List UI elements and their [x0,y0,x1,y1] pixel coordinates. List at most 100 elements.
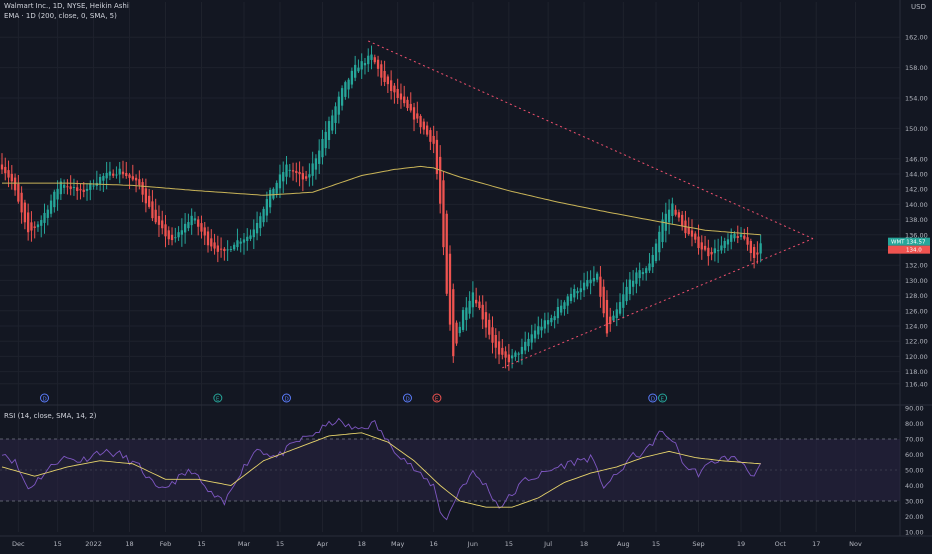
candle-body[interactable] [697,236,700,249]
candle-body[interactable] [265,199,269,216]
candle-body[interactable] [465,307,468,320]
candle-body[interactable] [69,186,72,189]
candle-body[interactable] [664,213,667,231]
candle-body[interactable] [278,174,282,189]
candle-body[interactable] [609,316,612,325]
candle-body[interactable] [602,286,605,314]
candle-body[interactable] [517,353,520,355]
candle-body[interactable] [713,248,717,254]
candle-body[interactable] [393,85,396,93]
candle-body[interactable] [190,215,193,226]
candle-body[interactable] [252,229,255,238]
candle-body[interactable] [645,268,648,274]
candle-body[interactable] [46,209,49,218]
candle-body[interactable] [89,183,92,190]
candle-body[interactable] [242,239,246,243]
candle-body[interactable] [363,63,367,66]
candle-body[interactable] [161,220,164,229]
candle-body[interactable] [537,326,540,335]
event-marker-dividend[interactable] [40,393,50,403]
candle-body[interactable] [569,293,573,302]
candle-body[interactable] [7,170,10,178]
candle-body[interactable] [452,289,455,357]
candle-body[interactable] [282,172,285,182]
candle-body[interactable] [658,231,661,253]
candle-body[interactable] [484,312,488,328]
candle-body[interactable] [560,305,563,313]
candle-body[interactable] [435,139,439,174]
trendline-upper[interactable] [368,40,814,240]
candle-body[interactable] [27,212,30,233]
candle-body[interactable] [752,246,756,258]
candle-body[interactable] [409,103,412,111]
candle-body[interactable] [488,319,491,335]
candle-body[interactable] [151,201,154,219]
candle-body[interactable] [622,294,625,308]
candle-body[interactable] [141,182,144,195]
ema-legend[interactable]: EMA · 1D (200, close, 0, SMA, 5) [4,12,117,20]
candle-body[interactable] [527,338,530,347]
candle-body[interactable] [681,214,684,227]
candle-body[interactable] [422,121,425,130]
candle-body[interactable] [736,236,739,238]
candle-body[interactable] [520,346,524,355]
candle-body[interactable] [635,272,638,284]
candle-body[interactable] [167,230,170,240]
candle-body[interactable] [33,226,36,228]
candle-body[interactable] [497,341,501,355]
candle-body[interactable] [533,330,537,339]
candle-body[interactable] [566,296,569,306]
candle-body[interactable] [615,309,618,319]
candle-body[interactable] [546,320,550,325]
candle-body[interactable] [507,354,511,363]
candle-body[interactable] [23,202,27,223]
candle-body[interactable] [730,234,733,242]
candle-body[interactable] [177,232,180,238]
candle-body[interactable] [429,130,432,142]
candle-body[interactable] [197,219,200,227]
candle-body[interactable] [380,64,383,78]
candle-body[interactable] [82,189,85,192]
candle-body[interactable] [448,253,452,325]
candle-body[interactable] [98,176,102,185]
candle-body[interactable] [118,168,121,175]
candle-body[interactable] [40,220,43,226]
candle-body[interactable] [491,327,494,343]
candle-body[interactable] [389,80,393,91]
candle-body[interactable] [596,273,599,280]
candle-body[interactable] [759,243,762,254]
candle-body[interactable] [337,96,340,115]
candle-body[interactable] [174,237,177,239]
candle-body[interactable] [383,70,386,83]
candle-body[interactable] [17,183,20,202]
candle-body[interactable] [671,203,674,216]
candle-body[interactable] [723,240,726,248]
rsi-legend[interactable]: RSI (14, close, SMA, 14, 2) [4,412,97,420]
candle-body[interactable] [573,288,576,298]
candle-body[interactable] [59,181,63,195]
candle-body[interactable] [269,189,272,208]
candle-body[interactable] [690,230,694,237]
candle-body[interactable] [442,180,445,248]
candle-body[interactable] [612,315,615,321]
candle-body[interactable] [53,191,56,208]
candle-body[interactable] [749,240,752,254]
candle-body[interactable] [311,163,314,176]
candle-body[interactable] [475,299,478,304]
candle-body[interactable] [618,302,622,314]
candle-body[interactable] [733,233,736,239]
candle-body[interactable] [43,212,46,223]
candle-body[interactable] [131,176,134,180]
symbol-legend[interactable]: Walmart Inc., 1D, NYSE, Heikin Ashi [4,2,129,10]
candle-body[interactable] [327,121,331,141]
candle-body[interactable] [743,235,746,239]
candle-body[interactable] [72,186,76,188]
candle-body[interactable] [687,226,690,235]
rsi-line[interactable] [1,417,762,521]
candle-body[interactable] [105,172,108,179]
candle-body[interactable] [239,241,242,244]
candle-body[interactable] [154,209,157,223]
candle-body[interactable] [288,169,291,171]
candle-body[interactable] [396,88,399,98]
